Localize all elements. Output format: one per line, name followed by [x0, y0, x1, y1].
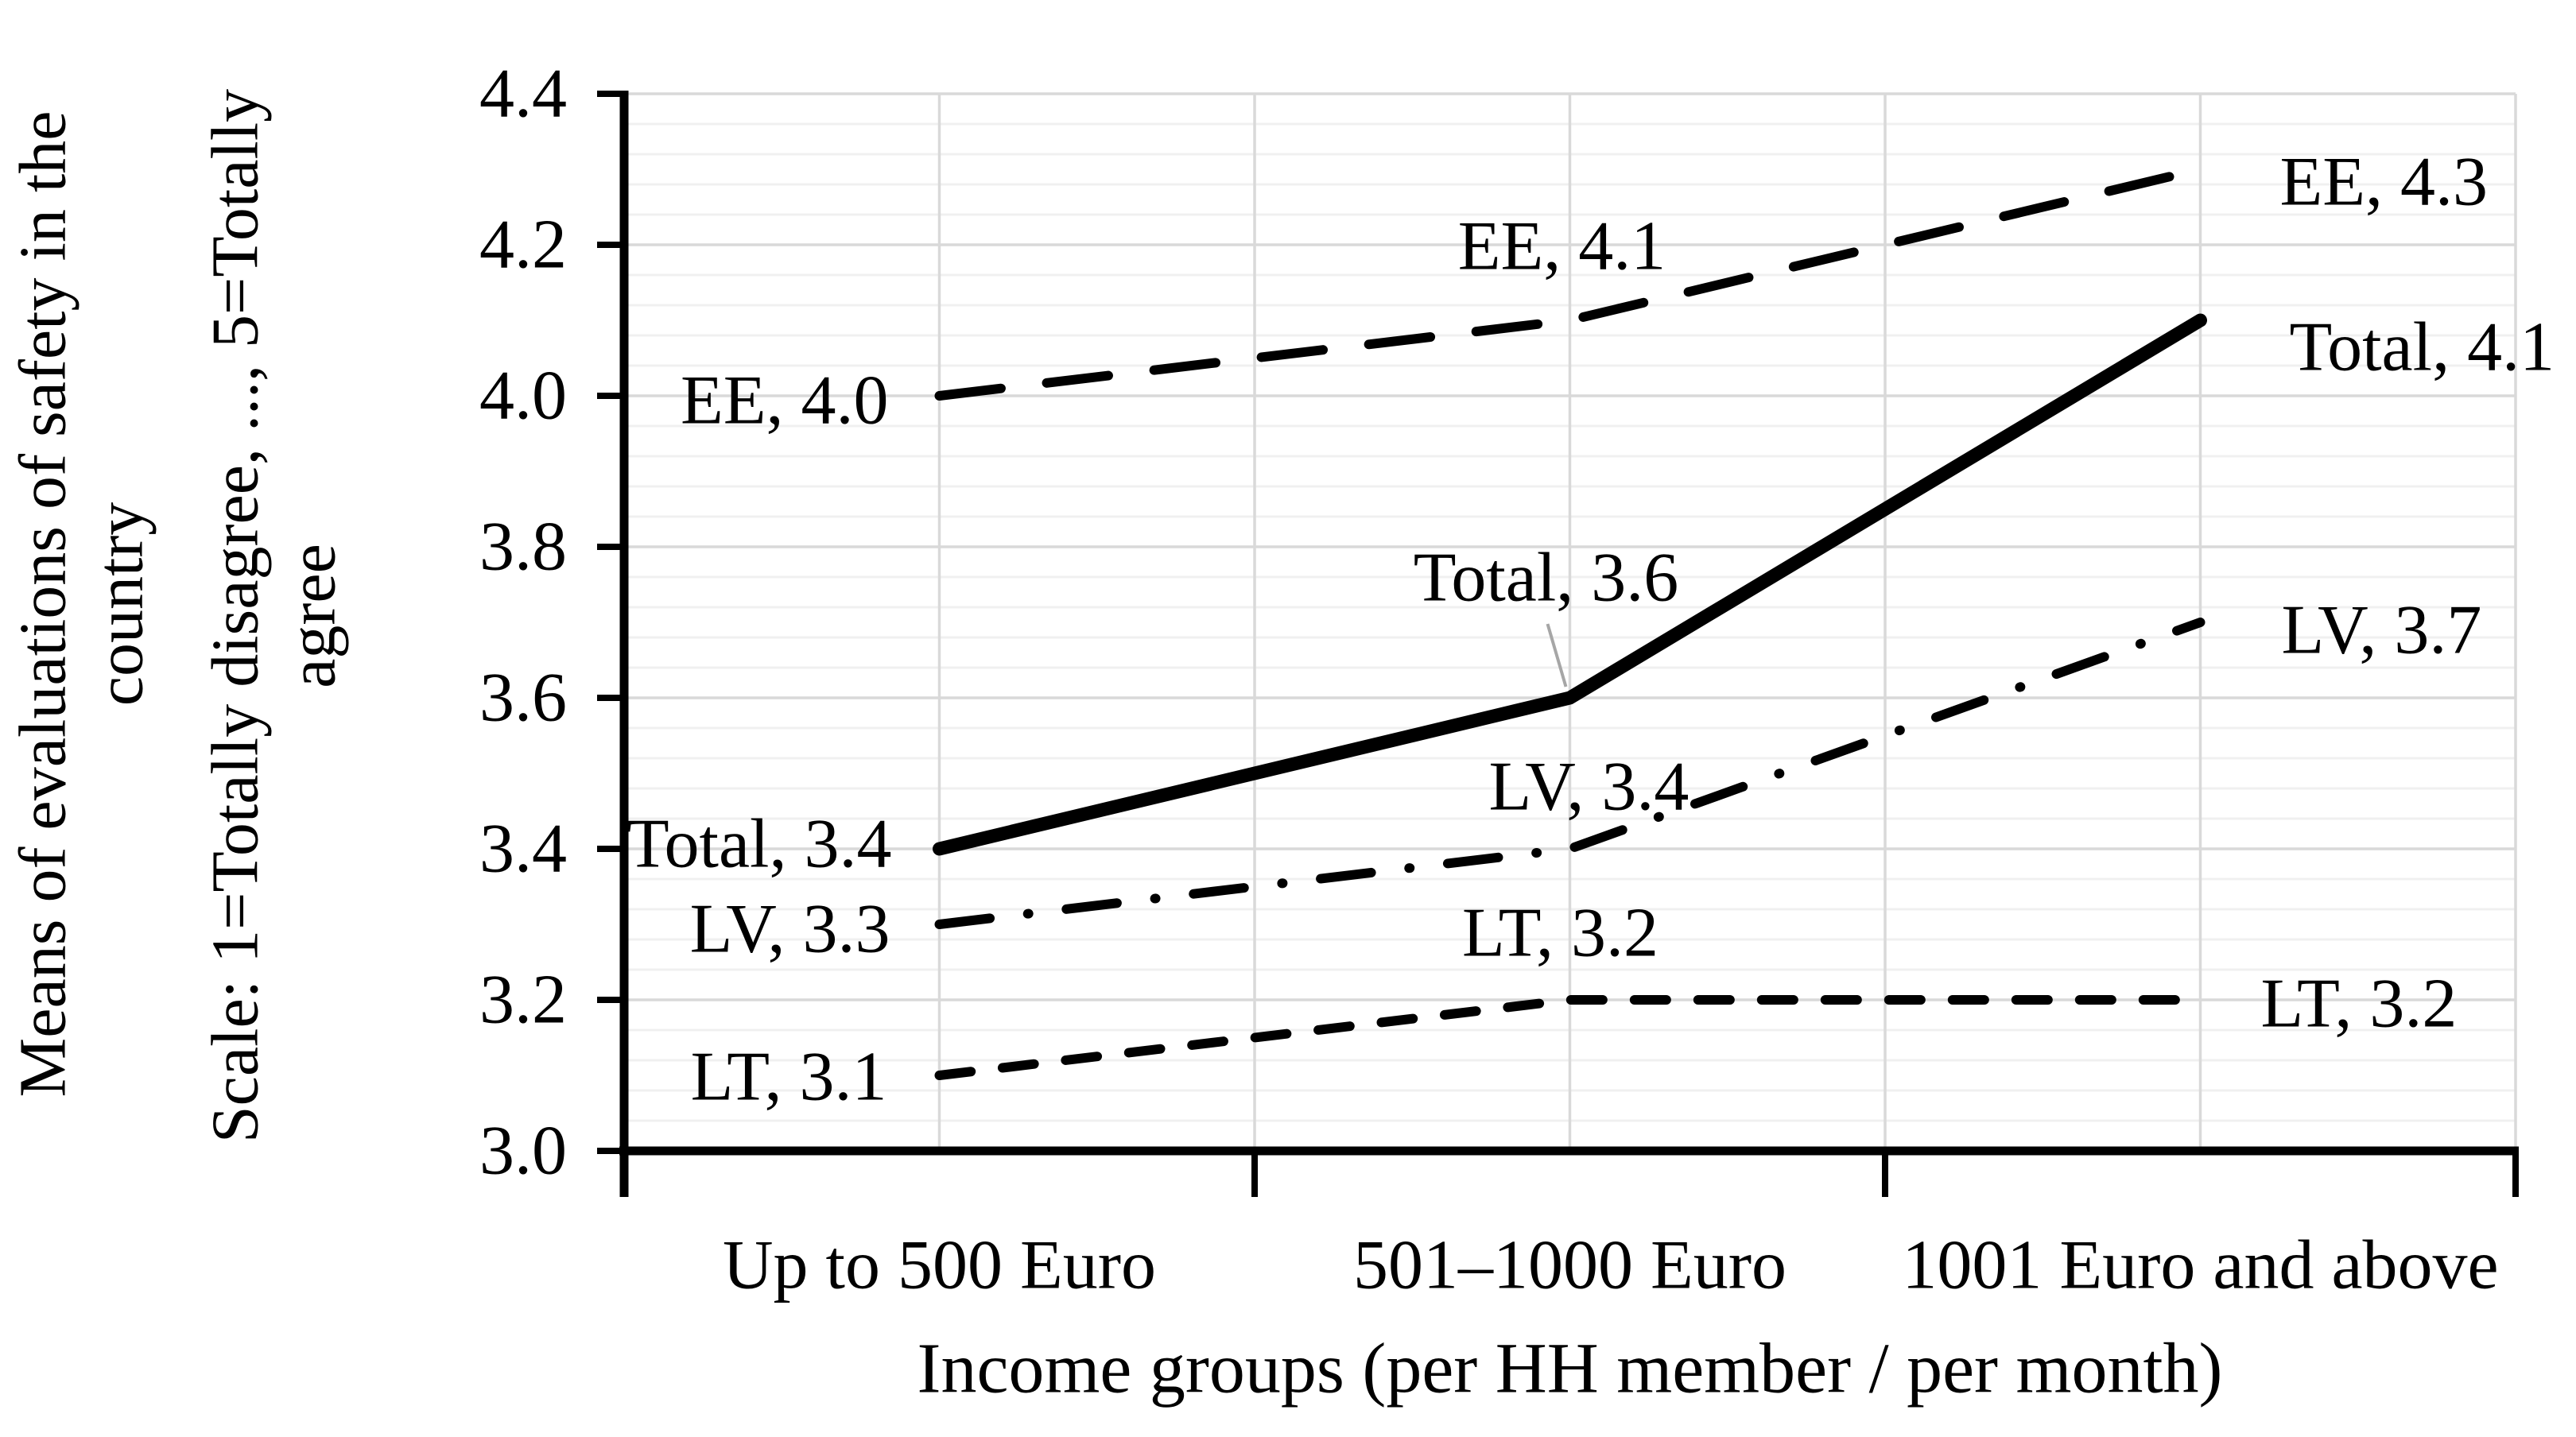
series-line-lt: [934, 995, 2206, 1080]
data-label-lt-0: LT, 3.1: [691, 1039, 887, 1116]
data-label-total-1: Total, 3.6: [1414, 540, 1679, 617]
series-line-total: [933, 313, 2207, 856]
series-line-ee: [934, 165, 2206, 401]
y-tick-label: 4.2: [479, 207, 567, 284]
y-tick-label: 3.8: [479, 509, 567, 586]
x-category-label: Up to 500 Euro: [723, 1227, 1156, 1304]
x-axis-title: Income groups (per HH member / per month…: [917, 1330, 2222, 1408]
data-label-ee-2: EE, 4.3: [2280, 144, 2489, 221]
data-label-total-2: Total, 4.1: [2290, 309, 2555, 386]
data-label-total-0: Total, 3.4: [627, 806, 892, 883]
data-label-ee-1: EE, 4.1: [1458, 208, 1666, 285]
y-tick-label: 4.4: [479, 56, 567, 133]
label-leader-line: [1546, 623, 1568, 688]
data-label-lv-1: LV, 3.4: [1489, 749, 1690, 826]
y-tick-label: 4.0: [479, 358, 567, 435]
data-label-lt-2: LT, 3.2: [2261, 966, 2458, 1043]
data-label-lt-1: LT, 3.2: [1462, 895, 1658, 972]
y-tick-label: 3.4: [479, 811, 567, 888]
y-tick-label: 3.6: [479, 660, 567, 737]
y-tick-label: 3.2: [479, 962, 567, 1039]
data-label-ee-0: EE, 4.0: [681, 362, 889, 440]
data-label-lv-2: LV, 3.7: [2282, 592, 2482, 669]
x-category-label: 1001 Euro and above: [1902, 1227, 2498, 1304]
data-label-lv-0: LV, 3.3: [690, 891, 890, 968]
y-tick-label: 3.0: [479, 1113, 567, 1190]
x-category-label: 501–1000 Euro: [1353, 1227, 1787, 1304]
